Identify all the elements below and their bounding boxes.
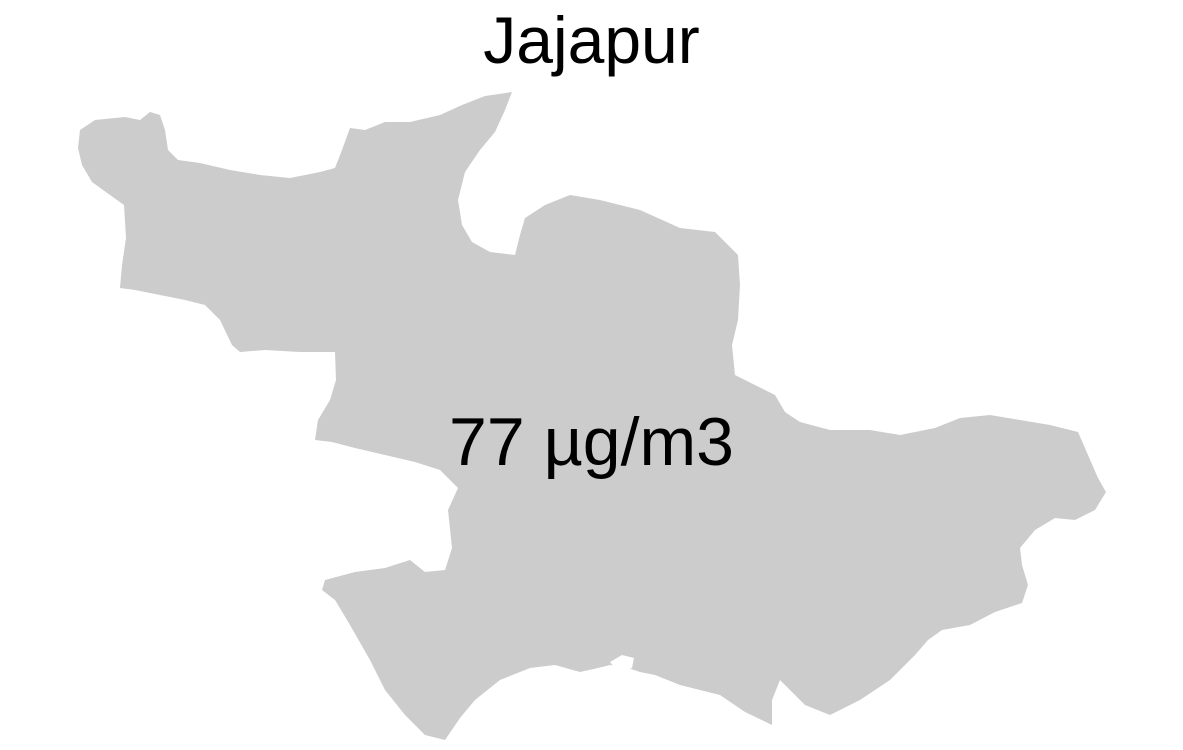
map-title: Jajapur	[483, 3, 700, 77]
district-shape-jajapur	[78, 92, 1106, 740]
pollution-value-label: 77 µg/m3	[449, 404, 734, 480]
river-inlet	[610, 655, 634, 672]
